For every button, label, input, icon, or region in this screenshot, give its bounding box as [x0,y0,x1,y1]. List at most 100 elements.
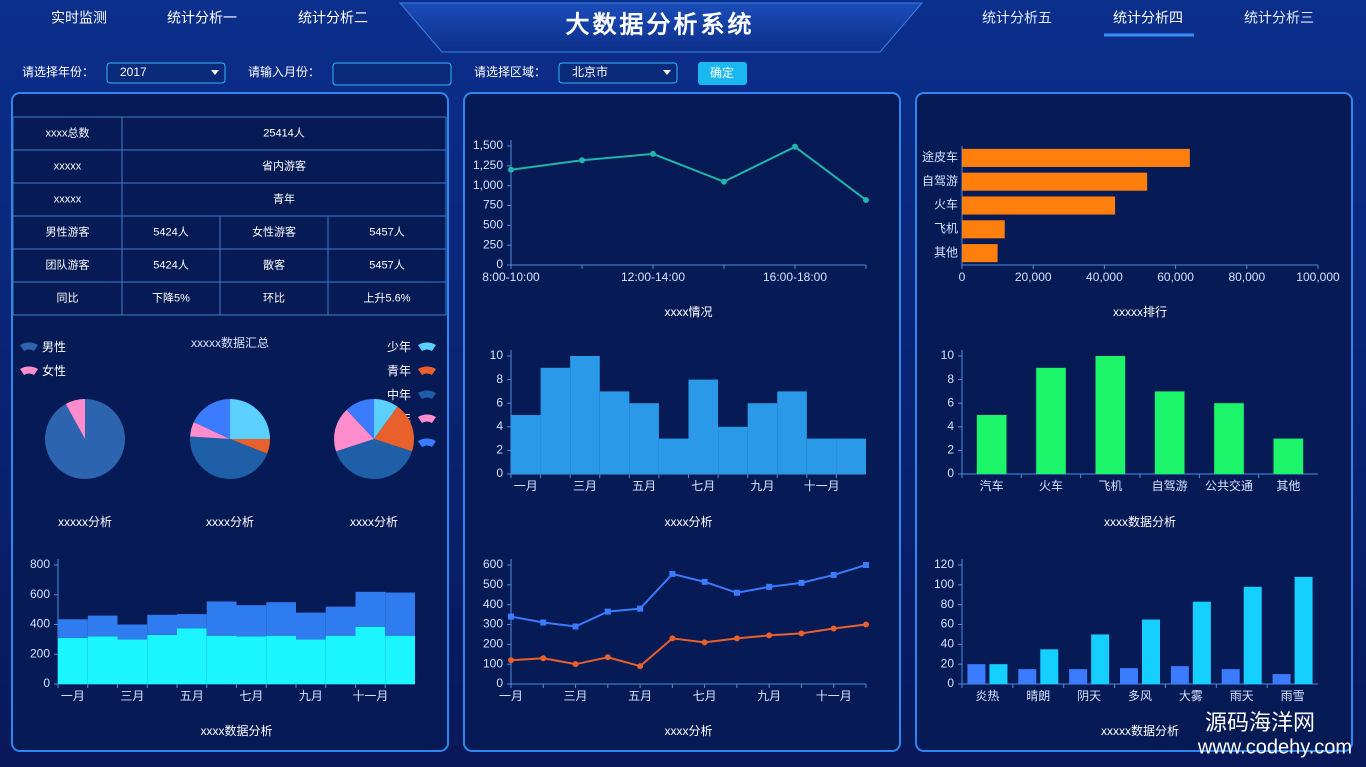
y-tick-label: 100 [934,577,954,591]
y-tick-label: 600 [30,587,50,601]
y-tick-label: 250 [483,237,503,251]
x-tick-label: 雨天 [1230,689,1254,703]
marker [701,639,708,646]
bar [976,415,1007,474]
table-cell: 上升5.6% [363,291,410,304]
x-tick-label: 0 [959,270,966,284]
bar-segment [385,635,415,684]
bar [1091,634,1110,684]
y-tick-label: 120 [934,557,954,571]
chart-title: xxxx分析 [664,724,712,738]
y-tick-label: 500 [483,218,503,232]
legend-label: 女性 [42,363,66,378]
chart-title: xxxx数据分析 [200,723,272,738]
bar [962,172,1148,191]
pie-label: xxxx分析 [206,515,254,529]
pie-slice [346,399,374,439]
marker [604,654,611,661]
x-tick-label: 一月 [514,479,538,493]
marker [669,570,676,577]
y-tick-label: 200 [30,646,50,660]
table-cell: 下降5% [152,290,190,304]
nav-item[interactable]: 实时监测 [51,10,107,26]
legend-label: 中年 [387,387,411,402]
title-banner [398,2,924,53]
legend-label: 少年 [387,340,411,354]
watermark: www.codehy.com [1197,736,1352,758]
x-tick-label: 晴朗 [1026,689,1050,703]
nav-item[interactable]: 统计分析五 [982,10,1052,26]
pie-slice [230,399,270,439]
legend-label: 男性 [42,340,66,354]
y-tick-label: 0 [496,676,503,690]
pie-slice [44,399,125,480]
bar-segment [117,624,148,640]
x-tick-label: 公共交通 [1205,478,1253,493]
year-select[interactable] [106,62,226,84]
x-tick-label: 七月 [693,689,717,703]
region-select[interactable] [558,62,678,84]
y-tick-label: 8 [947,372,954,386]
x-tick-label: 大雾 [1179,689,1203,703]
nav-item[interactable]: 统计分析四 [1113,10,1183,26]
nav-item[interactable]: 统计分析二 [298,10,368,26]
y-tick-label: 途皮车 [922,149,958,164]
chart-title: xxxxx数据分析 [1101,723,1179,738]
month-input[interactable] [332,62,452,86]
nav-item[interactable]: 统计分析一 [167,10,237,26]
legend-icon [20,366,38,375]
x-tick-label: 三月 [564,689,588,703]
bar [1040,649,1059,684]
confirm-button-label: 确定 [710,65,734,80]
y-tick-label: 100 [483,656,503,670]
table-cell: xxxxx [54,193,82,205]
pie-slice [333,409,374,452]
marker [579,157,585,164]
bar-segment [58,637,88,684]
x-tick-label: 其他 [1276,479,1300,493]
pie-slice [230,439,270,454]
bar-segment [206,601,237,636]
bar [747,403,778,474]
table-cell: 5424人 [153,258,188,271]
y-tick-label: 800 [30,557,50,571]
bar [967,664,986,684]
marker [863,621,869,628]
x-tick-label: 十一月 [816,689,852,703]
bar [1170,666,1189,684]
x-tick-label: 80,000 [1228,270,1265,284]
bar-segment [177,628,207,684]
table-cell: 5457人 [369,225,404,238]
confirm-button[interactable] [698,62,747,85]
table-cell: 散客 [263,257,285,271]
pie-slice [374,406,414,452]
table-cell: 青年 [273,191,295,205]
x-tick-label: 100,000 [1296,270,1340,284]
y-tick-label: 火车 [934,197,958,212]
bar [1154,391,1185,474]
legend-icon [418,342,436,351]
pie-slice [190,421,230,439]
y-tick-label: 40 [941,637,955,651]
x-tick-label: 一月 [499,689,523,703]
region-value: 北京市 [572,64,608,79]
y-tick-label: 2 [496,443,503,457]
bar-segment [385,592,415,636]
bar-segment [236,605,267,637]
x-tick-label: 60,000 [1157,270,1194,284]
table-cell: 环比 [263,291,285,304]
bar [1221,669,1240,684]
bar [777,391,807,474]
bar [962,148,1190,167]
bar [806,438,837,474]
x-tick-label: 汽车 [980,478,1004,493]
nav-item[interactable]: 统计分析三 [1244,10,1314,26]
year-label: 请选择年份： [22,65,94,79]
pie-slice [335,439,413,479]
bar-segment [206,635,237,684]
legend-label: 青年 [387,364,411,378]
y-tick-label: 400 [483,597,503,611]
bar [1294,576,1313,684]
x-tick-label: 五月 [632,479,656,493]
dropdown-arrow [663,70,671,75]
